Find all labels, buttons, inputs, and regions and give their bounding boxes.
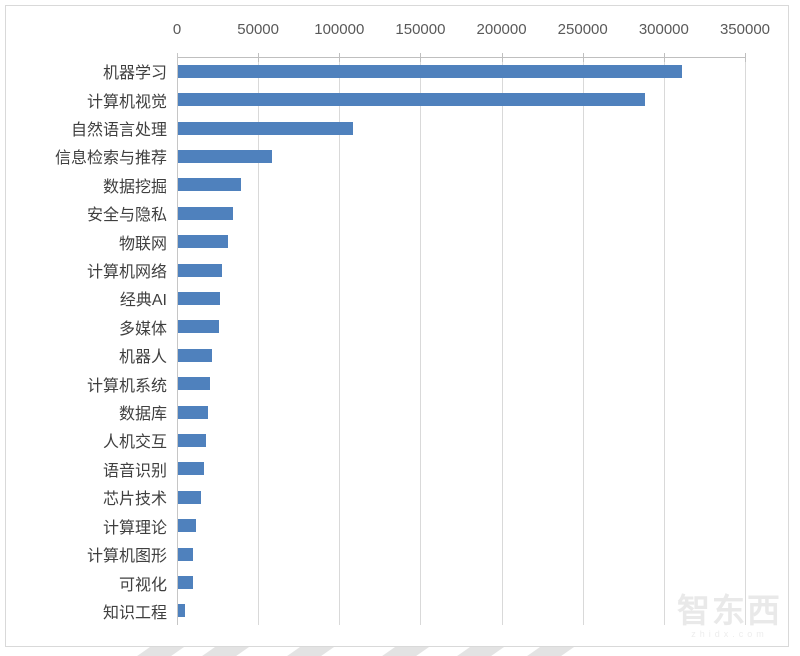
category-label: 自然语言处理: [70, 122, 167, 140]
category-label: 机器学习: [102, 65, 167, 83]
category-label: 多媒体: [118, 320, 167, 338]
bar-row: [178, 369, 745, 397]
x-tick-label: 50000: [237, 21, 279, 38]
bar-row: [178, 455, 745, 483]
category-label: 知识工程: [102, 604, 167, 622]
watermark-stripe: [375, 647, 429, 656]
bar: [178, 604, 186, 618]
x-tick-label: 300000: [638, 21, 689, 38]
bar-row: [178, 256, 745, 284]
bar: [178, 149, 272, 163]
category-label: 语音识别: [102, 462, 167, 480]
bar-row: [178, 426, 745, 454]
bar: [178, 93, 645, 107]
watermark-stripe: [195, 647, 249, 656]
watermark-stripe: [520, 647, 574, 656]
chart-container: 0 50000 100000 150000 200000 250000 300000 3500…: [5, 5, 789, 647]
bar: [178, 121, 353, 135]
bar-row: [178, 341, 745, 369]
x-tick-label: 100000: [314, 21, 365, 38]
y-axis: 机器学习计算机视觉自然语言处理信息检索与推荐数据挖掘安全与隐私物联网计算机网络经…: [6, 57, 167, 625]
x-tick-label: 250000: [557, 21, 608, 38]
category-label: 计算机系统: [86, 377, 167, 395]
bar: [178, 320, 220, 334]
category-label: 经典AI: [119, 292, 167, 310]
gridline: [339, 57, 341, 625]
bar-row: [178, 540, 745, 568]
bar-row: [178, 227, 745, 255]
bar: [178, 348, 213, 362]
bar-row: [178, 568, 745, 596]
bar-row: [178, 512, 745, 540]
bar: [178, 462, 204, 476]
category-label: 信息检索与推荐: [54, 150, 167, 168]
bar: [178, 235, 229, 249]
plot-area: [177, 53, 746, 625]
bar: [178, 490, 202, 504]
bar-row: [178, 171, 745, 199]
watermark-site-text: zhidx.com: [691, 629, 768, 639]
bar: [178, 433, 207, 447]
category-label: 数据挖掘: [102, 178, 167, 196]
bar: [178, 263, 222, 277]
bar-row: [178, 85, 745, 113]
bar: [178, 547, 193, 561]
value-axis-line: [177, 57, 745, 58]
bar-rows: [178, 57, 745, 625]
category-label: 可视化: [118, 576, 167, 594]
bar-row: [178, 199, 745, 227]
category-label: 计算机图形: [86, 548, 167, 566]
category-label: 计算机视觉: [86, 93, 167, 111]
bar-row: [178, 313, 745, 341]
bar: [178, 576, 193, 590]
category-label: 人机交互: [102, 434, 167, 452]
axis-tick: [663, 53, 665, 62]
bar-row: [178, 398, 745, 426]
gridline: [582, 57, 584, 625]
category-axis-line: [177, 53, 178, 625]
bar-row: [178, 284, 745, 312]
category-label: 芯片技术: [102, 491, 167, 509]
x-axis: 0 50000 100000 150000 200000 250000 300000 3500…: [173, 19, 770, 41]
category-label: 物联网: [118, 235, 167, 253]
x-tick-label: 200000: [476, 21, 527, 38]
bar: [178, 64, 682, 78]
bar-row: [178, 114, 745, 142]
watermark-stripe: [130, 647, 184, 656]
bar: [178, 519, 196, 533]
x-tick-label: 150000: [395, 21, 446, 38]
category-label: 数据库: [118, 406, 167, 424]
axis-tick: [582, 53, 584, 62]
bar: [178, 178, 242, 192]
category-label: 计算机网络: [86, 264, 167, 282]
bar-row: [178, 483, 745, 511]
watermark-stripes: [0, 647, 800, 656]
gridline: [420, 57, 422, 625]
axis-tick: [258, 53, 260, 62]
gridline: [745, 57, 746, 625]
bar-row: [178, 142, 745, 170]
axis-tick: [420, 53, 422, 62]
x-tick-label: 350000: [719, 21, 771, 38]
bar-row: [178, 57, 745, 85]
watermark-stripe: [450, 647, 504, 656]
axis-tick: [501, 53, 503, 62]
watermark-stripe: [280, 647, 334, 656]
gridline: [501, 57, 503, 625]
category-label: 计算理论: [102, 519, 167, 537]
axis-tick: [745, 53, 746, 62]
x-tick-label: 0: [172, 21, 182, 38]
bar-row: [178, 597, 745, 625]
bar: [178, 291, 221, 305]
category-label: 机器人: [118, 349, 167, 367]
axis-tick: [339, 53, 341, 62]
bar: [178, 405, 208, 419]
bar: [178, 377, 211, 391]
gridline: [258, 57, 260, 625]
category-label: 安全与隐私: [86, 207, 167, 225]
bar: [178, 206, 234, 220]
gridline: [663, 57, 665, 625]
